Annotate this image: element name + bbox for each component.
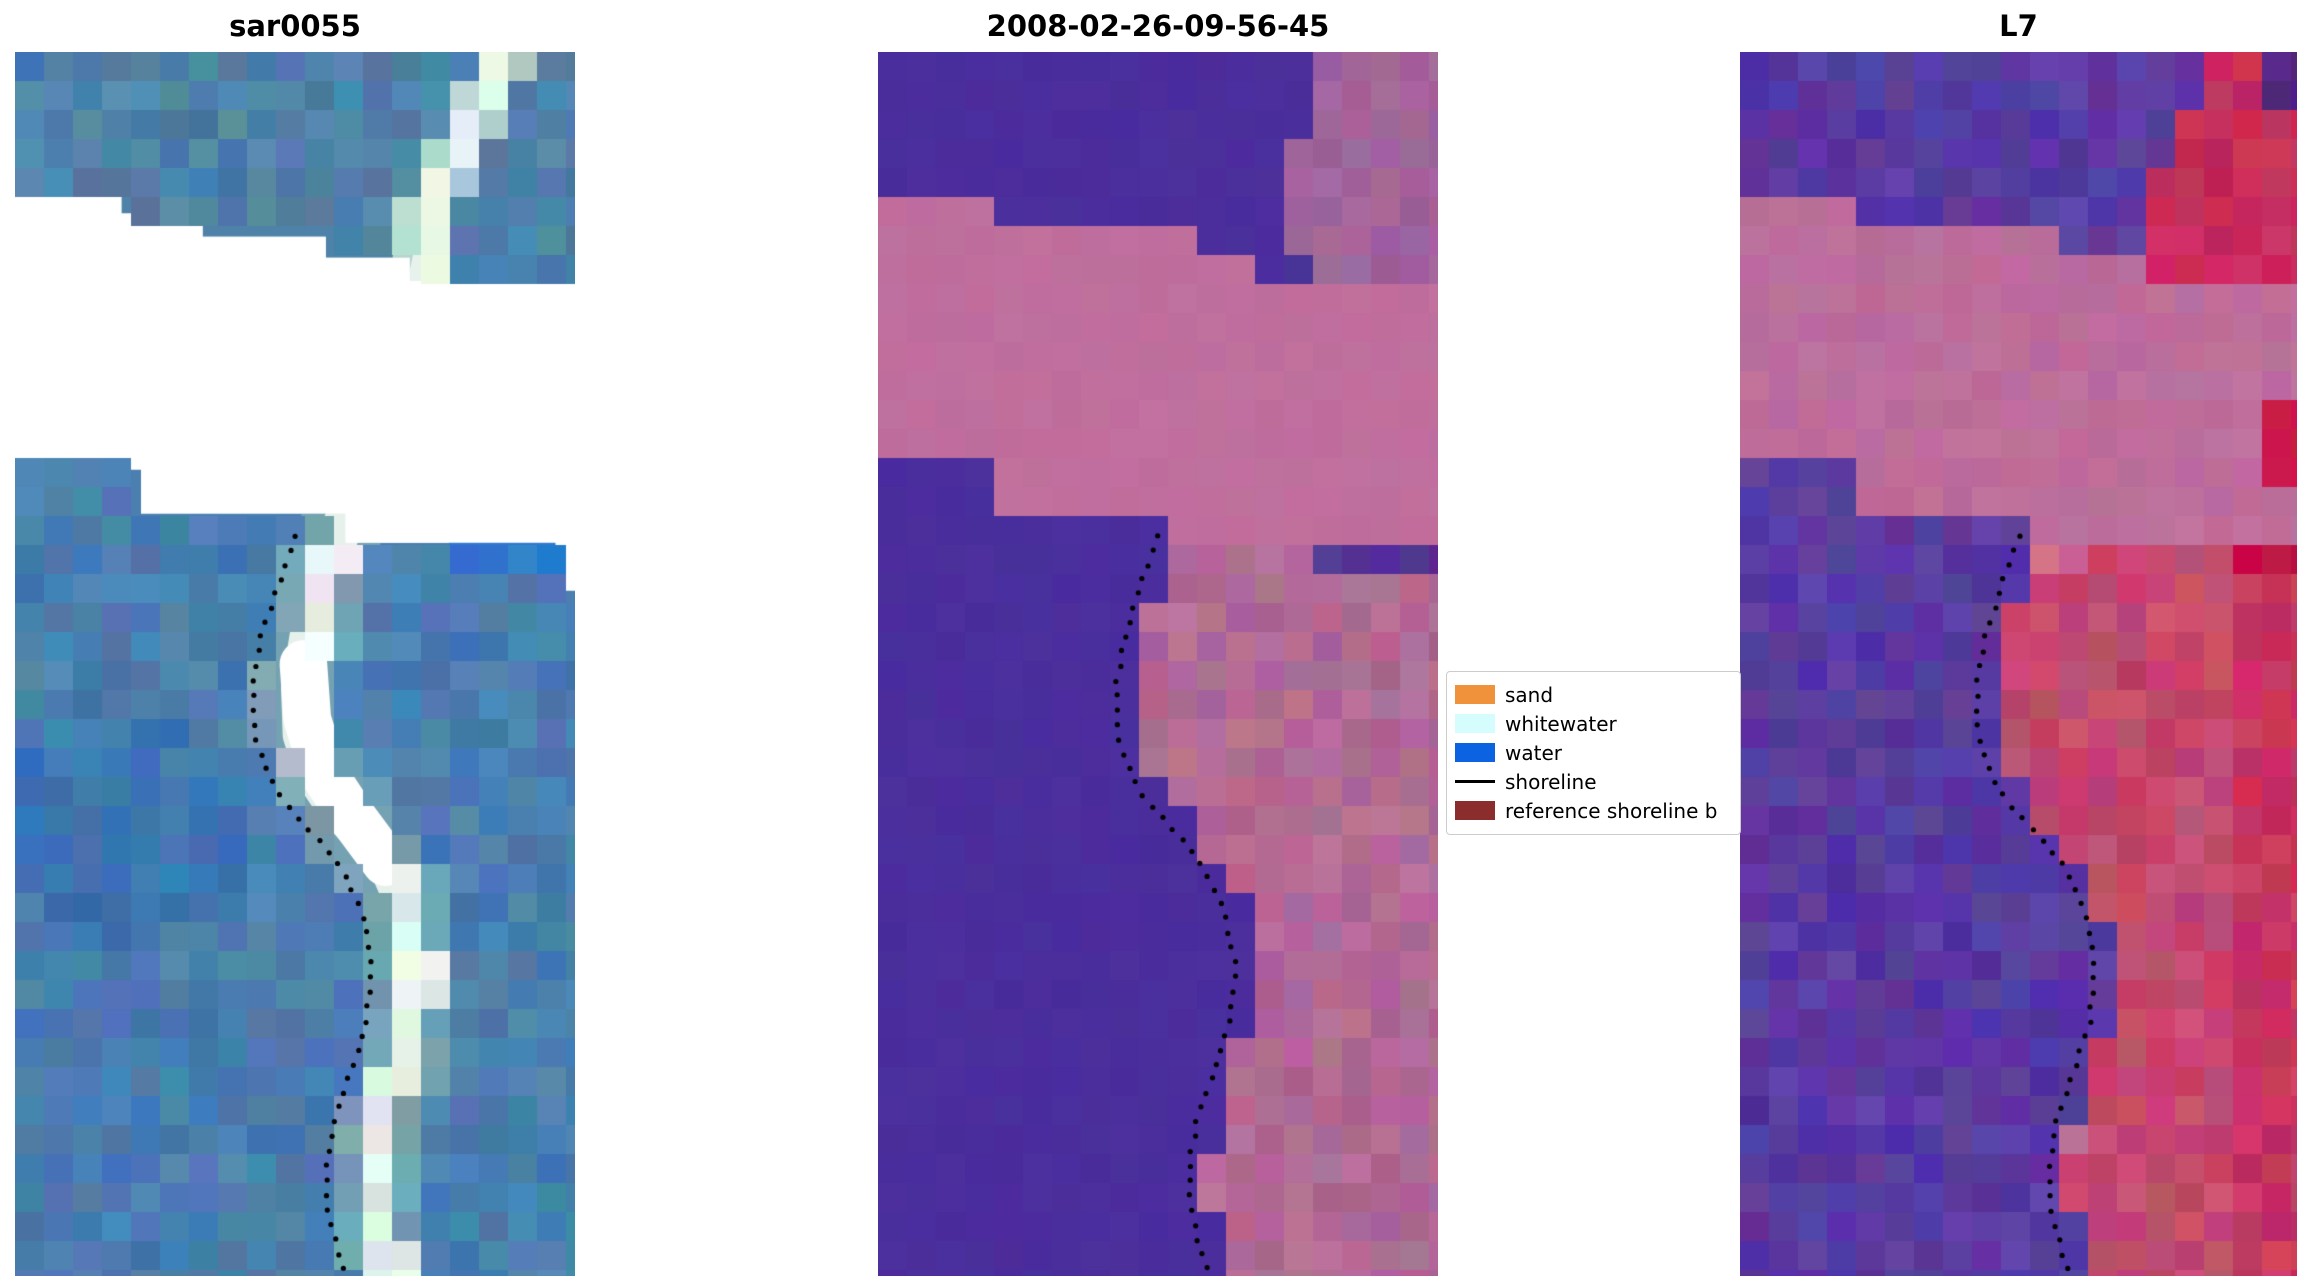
l7-image-panel bbox=[1740, 52, 2297, 1276]
classified-image-panel bbox=[878, 52, 1438, 1276]
legend: sand whitewater water shoreline referenc… bbox=[1446, 671, 1741, 835]
shoreline-line-swatch bbox=[1455, 780, 1495, 783]
water-swatch bbox=[1455, 743, 1495, 762]
legend-item-whitewater: whitewater bbox=[1455, 709, 1740, 738]
sand-swatch bbox=[1455, 685, 1495, 704]
whitewater-swatch bbox=[1455, 714, 1495, 733]
legend-item-reference-shoreline: reference shoreline b bbox=[1455, 796, 1740, 825]
sar0055-image-panel bbox=[15, 52, 575, 1276]
legend-item-sand: sand bbox=[1455, 680, 1740, 709]
legend-label-whitewater: whitewater bbox=[1505, 711, 1617, 736]
legend-label-sand: sand bbox=[1505, 682, 1554, 707]
legend-label-shoreline: shoreline bbox=[1505, 769, 1597, 794]
legend-label-reference-shoreline: reference shoreline b bbox=[1505, 798, 1718, 823]
legend-label-water: water bbox=[1505, 740, 1562, 765]
reference-shoreline-swatch bbox=[1455, 801, 1495, 820]
panel-title-0: sar0055 bbox=[229, 9, 361, 43]
legend-item-shoreline: shoreline bbox=[1455, 767, 1740, 796]
panel-title-1: 2008-02-26-09-56-45 bbox=[986, 9, 1330, 43]
legend-item-water: water bbox=[1455, 738, 1740, 767]
panel-title-2: L7 bbox=[1999, 9, 2038, 43]
